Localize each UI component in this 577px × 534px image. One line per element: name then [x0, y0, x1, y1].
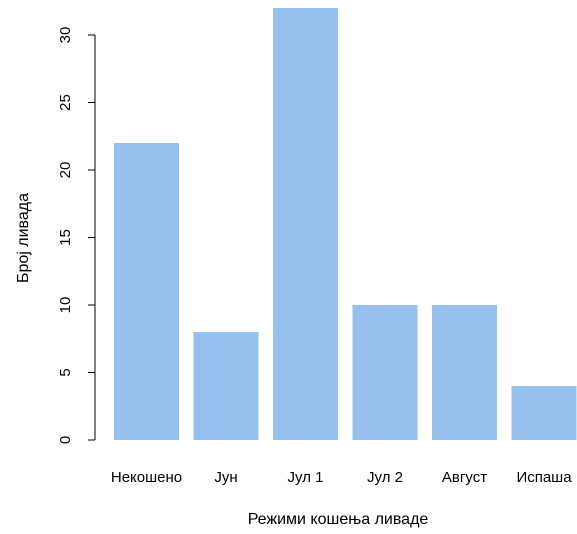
y-tick-label: 20: [57, 162, 74, 179]
bar-6: [511, 386, 577, 440]
bar-5: [432, 305, 497, 440]
y-tick-label: 25: [57, 94, 74, 111]
y-axis-title: Број ливада: [15, 193, 32, 283]
bar-3: [273, 8, 338, 440]
x-category-label: Август: [442, 469, 487, 486]
bar-2: [193, 332, 259, 440]
y-axis: 0 5 10 15 20 25 30: [57, 27, 96, 444]
x-axis-title: Режими кошења ливаде: [248, 511, 429, 528]
x-category-label: Јул 1: [288, 469, 324, 486]
x-category-label: Некошено: [111, 469, 182, 486]
x-category-label: Испаша: [516, 469, 572, 486]
y-tick-label: 0: [57, 436, 74, 444]
bar-1: [114, 143, 179, 440]
y-tick-label: 10: [57, 297, 74, 314]
bars-group: [114, 8, 577, 440]
bar-4: [352, 305, 418, 440]
y-tick-label: 5: [57, 368, 74, 376]
x-category-label: Јул 2: [367, 469, 403, 486]
x-category-label: Јун: [214, 469, 237, 486]
y-tick-label: 30: [57, 27, 74, 44]
x-axis-category-labels: Некошено Јун Јул 1 Јул 2 Август Испаша: [111, 469, 572, 486]
y-tick-label: 15: [57, 229, 74, 246]
